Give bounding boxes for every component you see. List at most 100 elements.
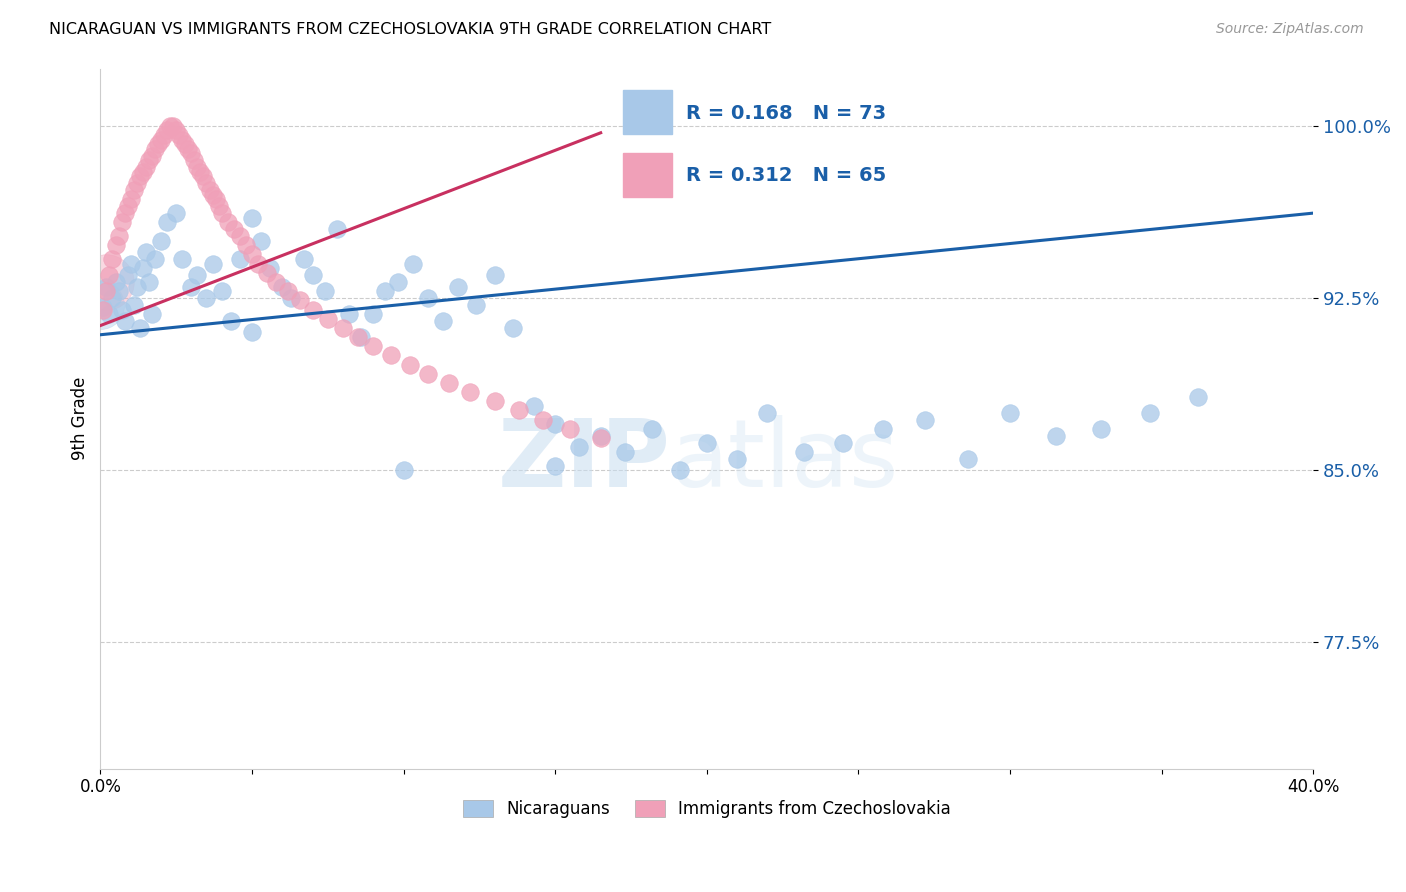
Point — [183, 153, 205, 168]
Point — [872, 422, 894, 436]
Point — [240, 326, 263, 340]
Point — [696, 435, 718, 450]
Point — [89, 298, 111, 312]
Point — [292, 252, 315, 266]
Point — [156, 215, 179, 229]
Point — [432, 314, 454, 328]
Point — [222, 222, 245, 236]
Point — [240, 211, 263, 225]
Point — [374, 284, 396, 298]
Point — [523, 399, 546, 413]
Point — [172, 252, 194, 266]
Point — [229, 252, 252, 266]
Point — [1045, 428, 1067, 442]
Point — [122, 183, 145, 197]
Point — [125, 279, 148, 293]
Point — [337, 307, 360, 321]
Point — [229, 229, 252, 244]
Point — [198, 183, 221, 197]
Point — [998, 406, 1021, 420]
Point — [387, 275, 409, 289]
Point — [141, 149, 163, 163]
Point — [544, 458, 567, 473]
Point — [162, 119, 184, 133]
Point — [544, 417, 567, 432]
Point — [96, 284, 118, 298]
Point — [259, 261, 281, 276]
Point — [508, 403, 530, 417]
Point — [416, 367, 439, 381]
Point — [125, 176, 148, 190]
Point — [301, 268, 323, 282]
Point — [150, 133, 173, 147]
Point — [301, 302, 323, 317]
Point — [725, 451, 748, 466]
Point — [201, 187, 224, 202]
Point — [447, 279, 470, 293]
Point — [465, 298, 488, 312]
Point — [290, 293, 312, 308]
Point — [110, 215, 132, 229]
Text: R = 0.168   N = 73: R = 0.168 N = 73 — [686, 103, 886, 123]
Point — [128, 321, 150, 335]
Point — [1187, 390, 1209, 404]
Text: NICARAGUAN VS IMMIGRANTS FROM CZECHOSLOVAKIA 9TH GRADE CORRELATION CHART: NICARAGUAN VS IMMIGRANTS FROM CZECHOSLOV… — [49, 22, 772, 37]
Point — [138, 153, 160, 168]
Point — [177, 142, 200, 156]
Point — [143, 252, 166, 266]
Point — [613, 445, 636, 459]
Point — [207, 199, 229, 213]
Bar — [623, 153, 672, 197]
Point — [165, 123, 187, 137]
Point — [186, 268, 208, 282]
Point — [165, 206, 187, 220]
Point — [235, 238, 257, 252]
Point — [256, 266, 278, 280]
Point — [114, 206, 136, 220]
Point — [98, 268, 121, 282]
Point — [93, 300, 115, 314]
Point — [135, 245, 157, 260]
Point — [96, 275, 118, 289]
Point — [141, 307, 163, 321]
Point — [398, 358, 420, 372]
Point — [156, 123, 179, 137]
Point — [277, 284, 299, 298]
Point — [832, 435, 855, 450]
Y-axis label: 9th Grade: 9th Grade — [72, 376, 89, 460]
Point — [437, 376, 460, 390]
Point — [756, 406, 779, 420]
Point — [128, 169, 150, 184]
Point — [172, 133, 194, 147]
Point — [117, 268, 139, 282]
Point — [104, 275, 127, 289]
Point — [180, 279, 202, 293]
Point — [264, 275, 287, 289]
Point — [668, 463, 690, 477]
Point — [101, 252, 124, 266]
Point — [204, 192, 226, 206]
Point — [280, 291, 302, 305]
Bar — [623, 89, 672, 134]
Point — [104, 238, 127, 252]
Text: atlas: atlas — [671, 415, 898, 507]
Point — [217, 215, 239, 229]
Point — [380, 348, 402, 362]
Point — [219, 314, 242, 328]
Point — [146, 137, 169, 152]
Legend: Nicaraguans, Immigrants from Czechoslovakia: Nicaraguans, Immigrants from Czechoslova… — [456, 793, 957, 824]
Point — [240, 247, 263, 261]
Point — [560, 422, 582, 436]
Point — [122, 298, 145, 312]
Point — [1090, 422, 1112, 436]
Point — [332, 321, 354, 335]
Point — [98, 307, 121, 321]
Point — [186, 160, 208, 174]
Point — [138, 275, 160, 289]
Point — [793, 445, 815, 459]
Point — [458, 385, 481, 400]
Point — [956, 451, 979, 466]
Point — [93, 302, 115, 317]
Point — [101, 291, 124, 305]
Point — [195, 176, 218, 190]
